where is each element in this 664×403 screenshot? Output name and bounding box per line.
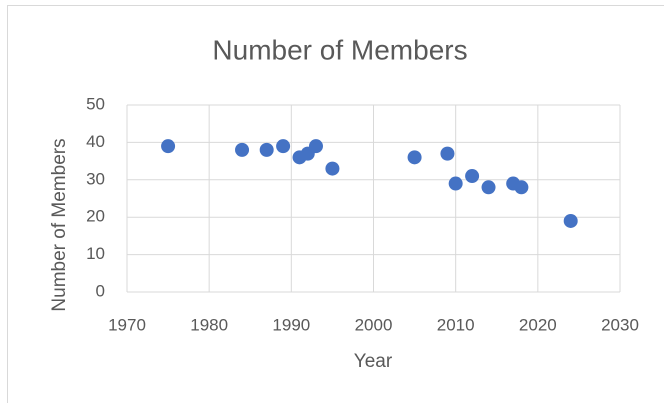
y-tick-label: 0 xyxy=(96,281,105,300)
point xyxy=(161,139,176,154)
point xyxy=(325,161,340,176)
point xyxy=(514,180,529,195)
y-axis-label: Number of Members xyxy=(49,138,70,311)
y-tick-label: 40 xyxy=(86,132,105,151)
point xyxy=(563,213,578,228)
point xyxy=(407,150,422,165)
point xyxy=(276,139,291,154)
point xyxy=(308,139,323,154)
chart-border xyxy=(7,5,664,403)
x-tick-label: 2000 xyxy=(355,315,393,334)
x-tick-label: 1980 xyxy=(190,315,228,334)
y-tick-label: 30 xyxy=(86,169,105,188)
point xyxy=(440,146,455,161)
x-tick-label: 1990 xyxy=(272,315,310,334)
y-tick-label: 50 xyxy=(86,94,105,113)
x-tick-label: 2010 xyxy=(437,315,475,334)
point xyxy=(481,180,496,195)
chart-title: Number of Members xyxy=(212,34,467,65)
point xyxy=(448,176,463,191)
x-tick-label: 1970 xyxy=(108,315,146,334)
x-tick-label: 2030 xyxy=(601,315,639,334)
x-axis-label: Year xyxy=(354,351,393,372)
point xyxy=(259,142,274,157)
point xyxy=(465,169,480,184)
x-tick-label: 2020 xyxy=(519,315,557,334)
point xyxy=(235,142,250,157)
y-tick-label: 20 xyxy=(86,207,105,226)
y-tick-label: 10 xyxy=(86,244,105,263)
